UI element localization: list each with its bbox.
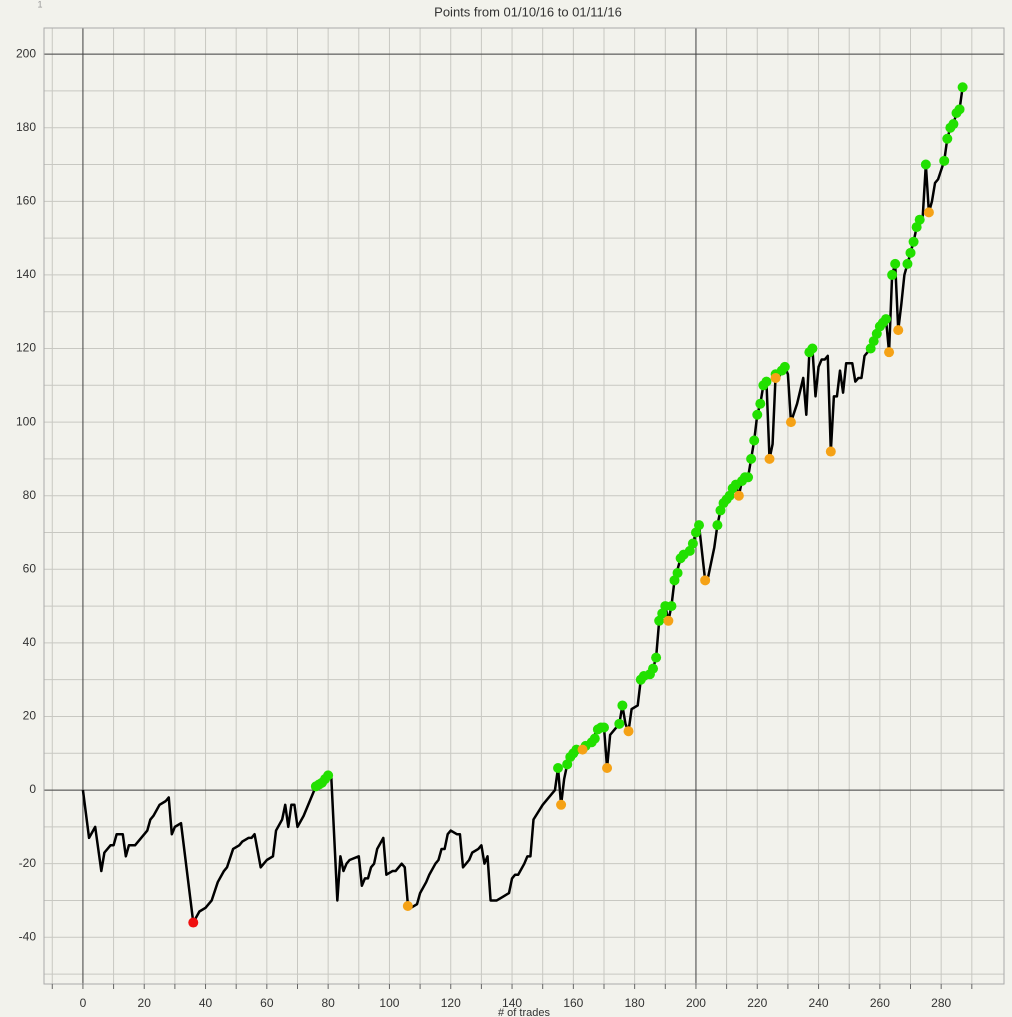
point-marker (923, 207, 934, 218)
point-marker (954, 104, 965, 115)
point-marker (902, 258, 913, 269)
point-marker (623, 726, 634, 737)
point-marker (908, 236, 919, 247)
y-tick-label: 100 (16, 414, 36, 428)
x-tick-label: 0 (80, 996, 87, 1010)
point-marker (712, 520, 723, 531)
point-marker (188, 917, 199, 928)
point-marker (948, 119, 959, 130)
point-marker (556, 799, 567, 810)
y-tick-label: 160 (16, 193, 36, 207)
point-marker (402, 900, 413, 911)
point-marker (749, 435, 760, 446)
y-tick-label: 180 (16, 120, 36, 134)
corner-label: 1 (37, 0, 42, 9)
y-tick-label: 40 (23, 635, 37, 649)
x-tick-label: 160 (563, 996, 583, 1010)
y-tick-label: 200 (16, 46, 36, 60)
x-tick-label: 140 (502, 996, 522, 1010)
point-marker (920, 159, 931, 170)
point-marker (743, 472, 754, 483)
point-marker (323, 770, 334, 781)
x-tick-label: 200 (686, 996, 706, 1010)
point-marker (942, 133, 953, 144)
point-marker (880, 314, 891, 325)
y-tick-label: 0 (29, 782, 36, 796)
point-marker (761, 376, 772, 387)
point-marker (779, 361, 790, 372)
point-marker (672, 567, 683, 578)
point-marker (666, 601, 677, 612)
point-marker (746, 453, 757, 464)
chart-title: Points from 01/10/16 to 01/11/16 (434, 4, 622, 19)
x-tick-label: 120 (441, 996, 461, 1010)
point-marker (884, 347, 895, 358)
point-marker (651, 652, 662, 663)
point-marker (893, 325, 904, 336)
y-tick-label: -40 (19, 929, 37, 943)
x-tick-label: 180 (625, 996, 645, 1010)
y-tick-label: 120 (16, 341, 36, 355)
point-marker (785, 417, 796, 428)
point-marker (663, 615, 674, 626)
point-marker (614, 718, 625, 729)
y-tick-label: 20 (23, 709, 37, 723)
point-marker (914, 214, 925, 225)
point-marker (589, 733, 600, 744)
point-marker (599, 722, 609, 733)
x-tick-label: 80 (321, 996, 335, 1010)
x-tick-label: 220 (747, 996, 767, 1010)
point-marker (752, 409, 763, 420)
x-tick-label: 20 (138, 996, 152, 1010)
point-marker (939, 155, 950, 166)
plot-frame (43, 27, 1005, 985)
point-marker (687, 538, 698, 549)
x-tick-label: 240 (809, 996, 829, 1010)
point-marker (733, 490, 744, 501)
y-tick-label: -20 (19, 856, 37, 870)
point-marker (905, 247, 916, 258)
x-tick-label: 100 (379, 996, 399, 1010)
y-tick-label: 140 (16, 267, 36, 281)
point-marker (577, 744, 588, 755)
point-marker (755, 398, 766, 409)
point-marker (807, 343, 818, 354)
y-tick-label: 60 (23, 561, 37, 575)
x-tick-label: 260 (870, 996, 890, 1010)
point-marker (700, 575, 711, 586)
x-tick-label: 40 (199, 996, 213, 1010)
point-marker (553, 762, 564, 773)
y-tick-label: 80 (23, 488, 37, 502)
point-marker (694, 520, 705, 531)
point-marker (890, 258, 901, 269)
x-tick-label: 60 (260, 996, 274, 1010)
point-marker (770, 372, 781, 383)
point-marker (764, 453, 775, 464)
point-marker (957, 82, 968, 93)
point-marker (602, 762, 613, 773)
point-marker (825, 446, 836, 457)
point-marker (648, 663, 659, 674)
point-marker (617, 700, 628, 711)
point-marker (887, 269, 898, 280)
x-axis-label: # of trades (498, 1007, 550, 1017)
x-tick-label: 280 (931, 996, 951, 1010)
